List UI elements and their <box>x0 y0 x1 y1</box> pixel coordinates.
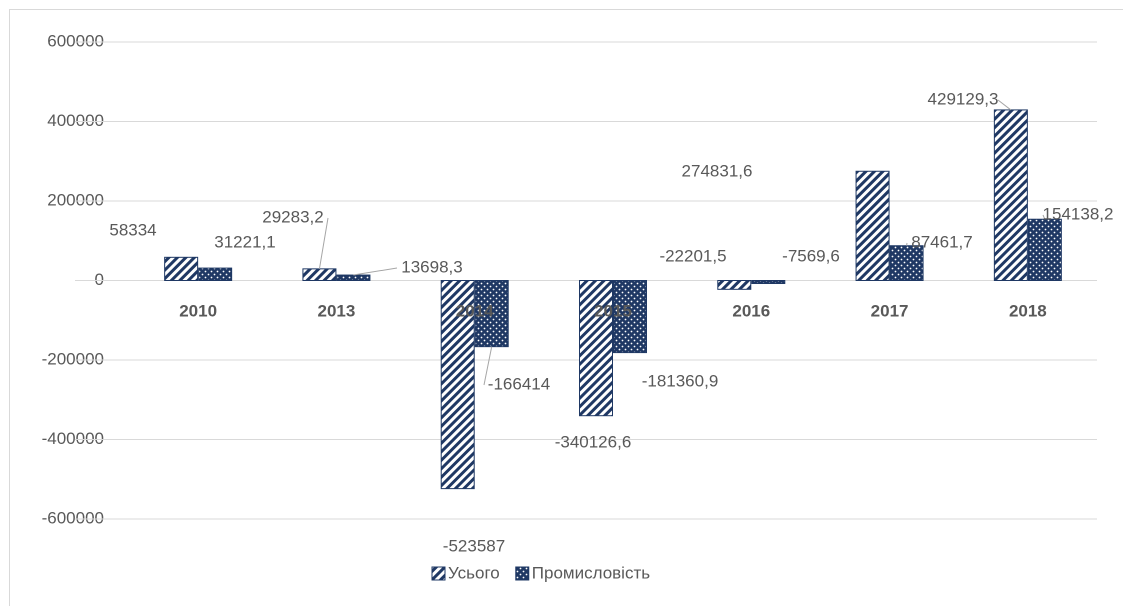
bar <box>1027 218 1062 282</box>
legend-label: Усього <box>448 563 500 582</box>
chart-frame <box>9 9 1123 606</box>
y-tick-label: 400000 <box>47 111 104 130</box>
y-tick-label: -600000 <box>42 508 104 527</box>
x-tick-label: 2017 <box>871 301 909 320</box>
data-label: -523587 <box>443 536 505 555</box>
bar <box>198 267 233 281</box>
bar <box>993 109 1028 282</box>
bar <box>336 274 371 282</box>
bar <box>164 256 199 281</box>
y-tick-label: 600000 <box>47 31 104 50</box>
data-label: 274831,6 <box>682 161 753 180</box>
bar <box>855 170 890 281</box>
data-label: 31221,1 <box>214 232 275 251</box>
data-label: -166414 <box>488 374 550 393</box>
bar <box>440 280 475 490</box>
y-tick-label: -400000 <box>42 429 104 448</box>
x-tick-label: 2015 <box>594 301 632 320</box>
data-label: -340126,6 <box>555 432 632 451</box>
bar <box>889 245 924 282</box>
data-label: -7569,6 <box>782 246 840 265</box>
data-label: -181360,9 <box>642 371 719 390</box>
x-tick-label: 2016 <box>732 301 770 320</box>
y-tick-label: -200000 <box>42 349 104 368</box>
leader-line <box>1042 214 1046 220</box>
data-label: -22201,5 <box>659 246 726 265</box>
x-tick-label: 2010 <box>179 301 217 320</box>
leader-line <box>318 217 329 269</box>
leader-line <box>353 267 398 276</box>
legend-swatch <box>515 566 530 581</box>
data-label: 58334 <box>109 220 156 239</box>
legend-swatch <box>431 566 446 581</box>
leader-line <box>997 99 1012 111</box>
x-tick-label: 2013 <box>318 301 356 320</box>
x-tick-label: 2014 <box>456 301 494 320</box>
y-tick-label: 0 <box>95 270 104 289</box>
bar <box>302 268 337 281</box>
data-label: 87461,7 <box>911 232 972 251</box>
data-label: 429129,3 <box>928 89 999 108</box>
bar <box>613 280 647 354</box>
x-tick-label: 2018 <box>1009 301 1047 320</box>
data-label: 13698,3 <box>401 257 462 276</box>
legend-label: Промисловість <box>532 563 650 582</box>
data-label: 154138,2 <box>1043 204 1114 223</box>
data-label: 29283,2 <box>262 207 323 226</box>
bar <box>579 280 613 417</box>
y-tick-label: 200000 <box>47 190 104 209</box>
bar <box>717 280 752 290</box>
bar <box>751 280 786 285</box>
leader-line <box>483 346 493 386</box>
